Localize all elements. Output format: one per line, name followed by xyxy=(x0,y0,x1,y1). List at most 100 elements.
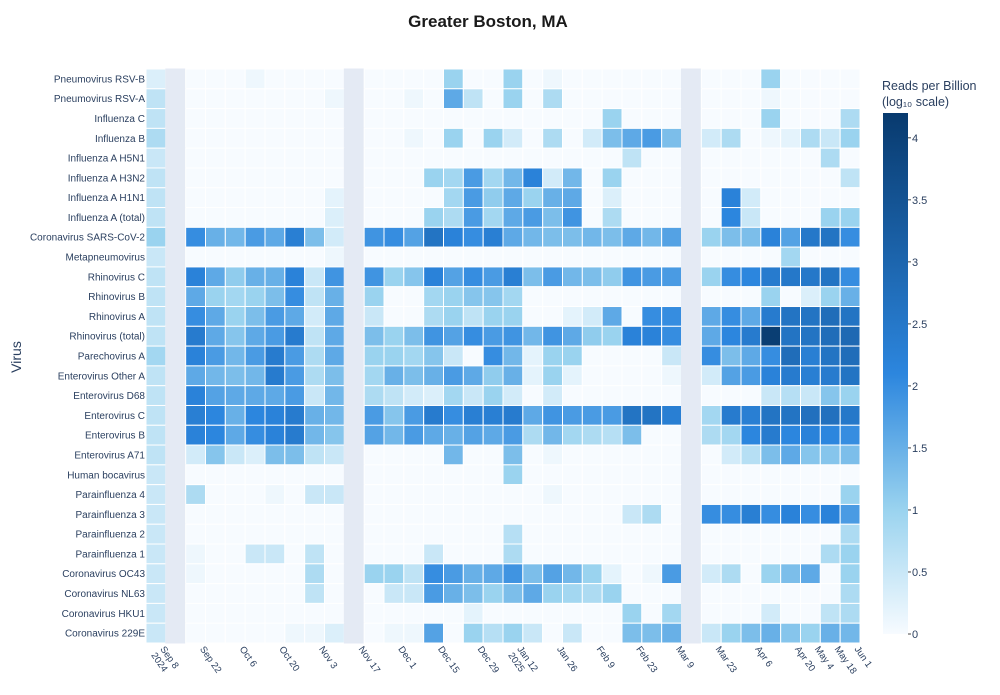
heatmap-cell xyxy=(700,523,722,545)
heatmap-cell xyxy=(621,602,643,624)
heatmap-cell xyxy=(264,602,286,624)
heatmap-cell xyxy=(700,68,722,90)
heatmap-cell xyxy=(581,325,603,347)
heatmap-cell xyxy=(502,246,524,268)
gap-cell xyxy=(165,622,187,644)
heatmap-cell xyxy=(502,404,524,426)
heatmap-cell xyxy=(502,306,524,327)
heatmap-cell xyxy=(185,484,206,505)
gap-cell xyxy=(343,246,365,268)
heatmap-cell xyxy=(462,306,484,327)
heatmap-cell xyxy=(244,147,266,169)
heatmap-cell xyxy=(224,207,246,228)
heatmap-cell xyxy=(542,108,563,129)
heatmap-cell xyxy=(661,622,682,644)
heatmap-cell xyxy=(800,404,821,426)
heatmap-cell xyxy=(482,108,504,129)
heatmap-cell xyxy=(581,88,603,110)
heatmap-cell xyxy=(601,484,623,505)
heatmap-cell xyxy=(462,286,484,308)
heatmap-cell xyxy=(363,464,385,486)
heatmap-cell xyxy=(423,226,445,248)
heatmap-cell xyxy=(462,226,484,248)
heatmap-cell xyxy=(819,385,841,406)
heatmap-cell xyxy=(740,68,762,90)
heatmap-cell xyxy=(284,167,306,189)
heatmap-cell xyxy=(700,325,722,347)
heatmap-cell xyxy=(819,464,841,486)
heatmap-cell xyxy=(542,464,563,486)
heatmap-cell xyxy=(542,563,563,585)
heatmap-cell xyxy=(482,127,504,149)
heatmap-cell xyxy=(502,464,524,486)
heatmap-cell xyxy=(641,602,663,624)
heatmap-cell xyxy=(264,88,286,110)
heatmap-cell xyxy=(363,68,385,90)
heatmap-cell xyxy=(462,563,484,585)
heatmap-cell xyxy=(641,444,663,466)
heatmap-cell xyxy=(304,404,326,426)
heatmap-cell xyxy=(145,187,167,209)
heatmap-cell xyxy=(205,226,226,248)
heatmap-cell xyxy=(839,345,861,367)
heatmap-cell xyxy=(304,622,326,644)
heatmap-cell xyxy=(304,88,326,110)
heatmap-cell xyxy=(205,266,226,288)
heatmap-cell xyxy=(324,583,345,604)
heatmap-cell xyxy=(839,583,861,604)
heatmap-cell xyxy=(324,108,345,129)
heatmap-cell xyxy=(244,602,266,624)
heatmap-cell xyxy=(205,543,226,565)
heatmap-cell xyxy=(403,365,425,387)
heatmap-cell xyxy=(185,167,206,189)
heatmap-cell xyxy=(244,167,266,189)
heatmap-cell xyxy=(601,563,623,585)
heatmap-cell xyxy=(661,147,682,169)
heatmap-cell xyxy=(819,246,841,268)
heatmap-cell xyxy=(720,226,742,248)
colorbar-tick-label: 1.5 xyxy=(912,443,927,455)
gap-cell xyxy=(165,444,187,466)
heatmap-cell xyxy=(224,325,246,347)
heatmap-cell xyxy=(621,563,643,585)
heatmap-cell xyxy=(581,365,603,387)
heatmap-cell xyxy=(502,365,524,387)
heatmap-cell xyxy=(740,246,762,268)
heatmap-cell xyxy=(324,385,345,406)
gap-cell xyxy=(681,207,702,228)
heatmap-cell xyxy=(819,424,841,446)
heatmap-cell xyxy=(819,88,841,110)
heatmap-cell xyxy=(601,246,623,268)
heatmap-cell xyxy=(720,187,742,209)
gap-cell xyxy=(681,503,702,525)
heatmap-cell xyxy=(641,266,663,288)
heatmap-cell xyxy=(145,602,167,624)
heatmap-cell xyxy=(800,306,821,327)
heatmap-cell xyxy=(145,266,167,288)
heatmap-cell xyxy=(462,622,484,644)
heatmap-cell xyxy=(720,207,742,228)
row-label: Coronavirus HKU1 xyxy=(62,609,146,620)
heatmap-cell xyxy=(621,523,643,545)
heatmap-cell xyxy=(740,622,762,644)
heatmap-cell xyxy=(304,345,326,367)
heatmap-cell xyxy=(780,226,801,248)
heatmap-cell xyxy=(542,602,563,624)
heatmap-cell xyxy=(205,246,226,268)
heatmap-cell xyxy=(244,503,266,525)
heatmap-cell xyxy=(502,226,524,248)
heatmap-cell xyxy=(700,108,722,129)
heatmap-cell xyxy=(205,167,226,189)
heatmap-cell xyxy=(720,464,742,486)
heatmap-cell xyxy=(145,286,167,308)
heatmap-cell xyxy=(185,464,206,486)
heatmap-cell xyxy=(601,404,623,426)
heatmap-cell xyxy=(502,88,524,110)
heatmap-cell xyxy=(383,207,405,228)
heatmap-cell xyxy=(740,187,762,209)
heatmap-cell xyxy=(641,88,663,110)
heatmap-cell xyxy=(720,246,742,268)
heatmap-cell xyxy=(324,404,345,426)
heatmap-cell xyxy=(740,365,762,387)
heatmap-cell xyxy=(403,246,425,268)
